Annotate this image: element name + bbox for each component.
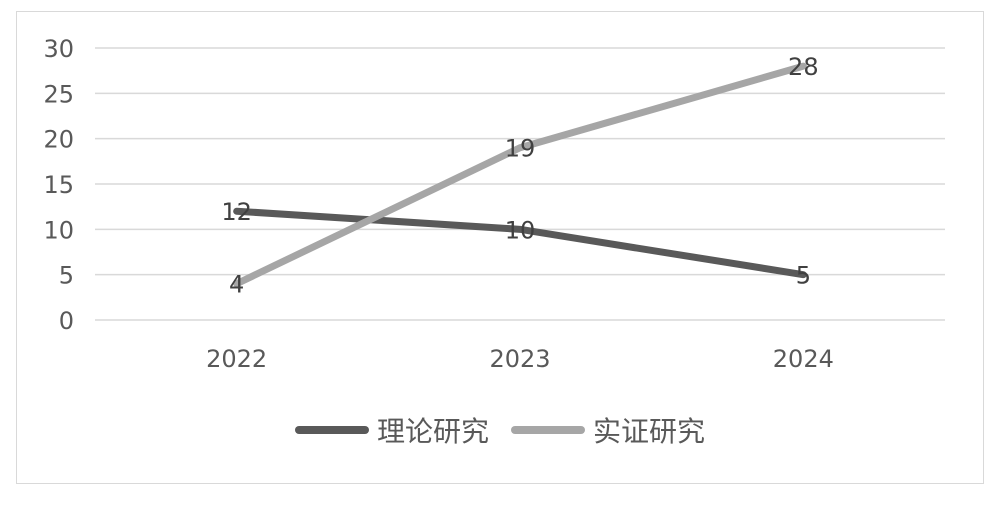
y-tick-label: 10 — [43, 216, 74, 244]
series-lines — [233, 62, 807, 288]
legend-item-empirical: 实证研究 — [511, 410, 705, 450]
y-tick-label: 5 — [59, 262, 74, 290]
data-labels: 12 10 5 4 19 28 — [221, 53, 818, 299]
x-tick-label: 2024 — [773, 345, 834, 373]
legend-swatch-theory — [294, 426, 369, 434]
y-axis-ticks: 0 5 10 15 20 25 30 — [43, 35, 74, 335]
x-tick-label: 2022 — [206, 345, 267, 373]
legend: 理论研究 实证研究 — [0, 410, 1000, 450]
data-label: 5 — [796, 262, 811, 290]
data-label: 12 — [221, 198, 252, 226]
data-point — [800, 63, 807, 70]
data-point — [800, 271, 807, 278]
x-tick-label: 2023 — [489, 345, 550, 373]
data-point — [233, 208, 240, 215]
data-label: 10 — [505, 216, 536, 244]
series-line-1 — [233, 62, 807, 288]
legend-label-empirical: 实证研究 — [593, 415, 706, 448]
legend-label-theory: 理论研究 — [376, 415, 489, 448]
y-tick-label: 15 — [43, 171, 74, 199]
data-point — [517, 226, 523, 233]
legend-swatch-empirical — [511, 426, 585, 434]
gridlines — [95, 47, 945, 321]
y-tick-label: 0 — [59, 307, 74, 335]
data-label: 19 — [505, 135, 536, 163]
x-axis-ticks: 2022 2023 2024 — [206, 345, 834, 373]
data-label: 4 — [229, 271, 244, 299]
y-tick-label: 25 — [43, 80, 74, 108]
data-point — [517, 144, 523, 151]
data-point — [233, 280, 240, 287]
data-label: 28 — [788, 53, 819, 81]
y-tick-label: 20 — [43, 126, 74, 154]
y-tick-label: 30 — [43, 35, 74, 63]
chart-frame — [16, 11, 984, 484]
legend-item-theory: 理论研究 — [294, 410, 489, 450]
